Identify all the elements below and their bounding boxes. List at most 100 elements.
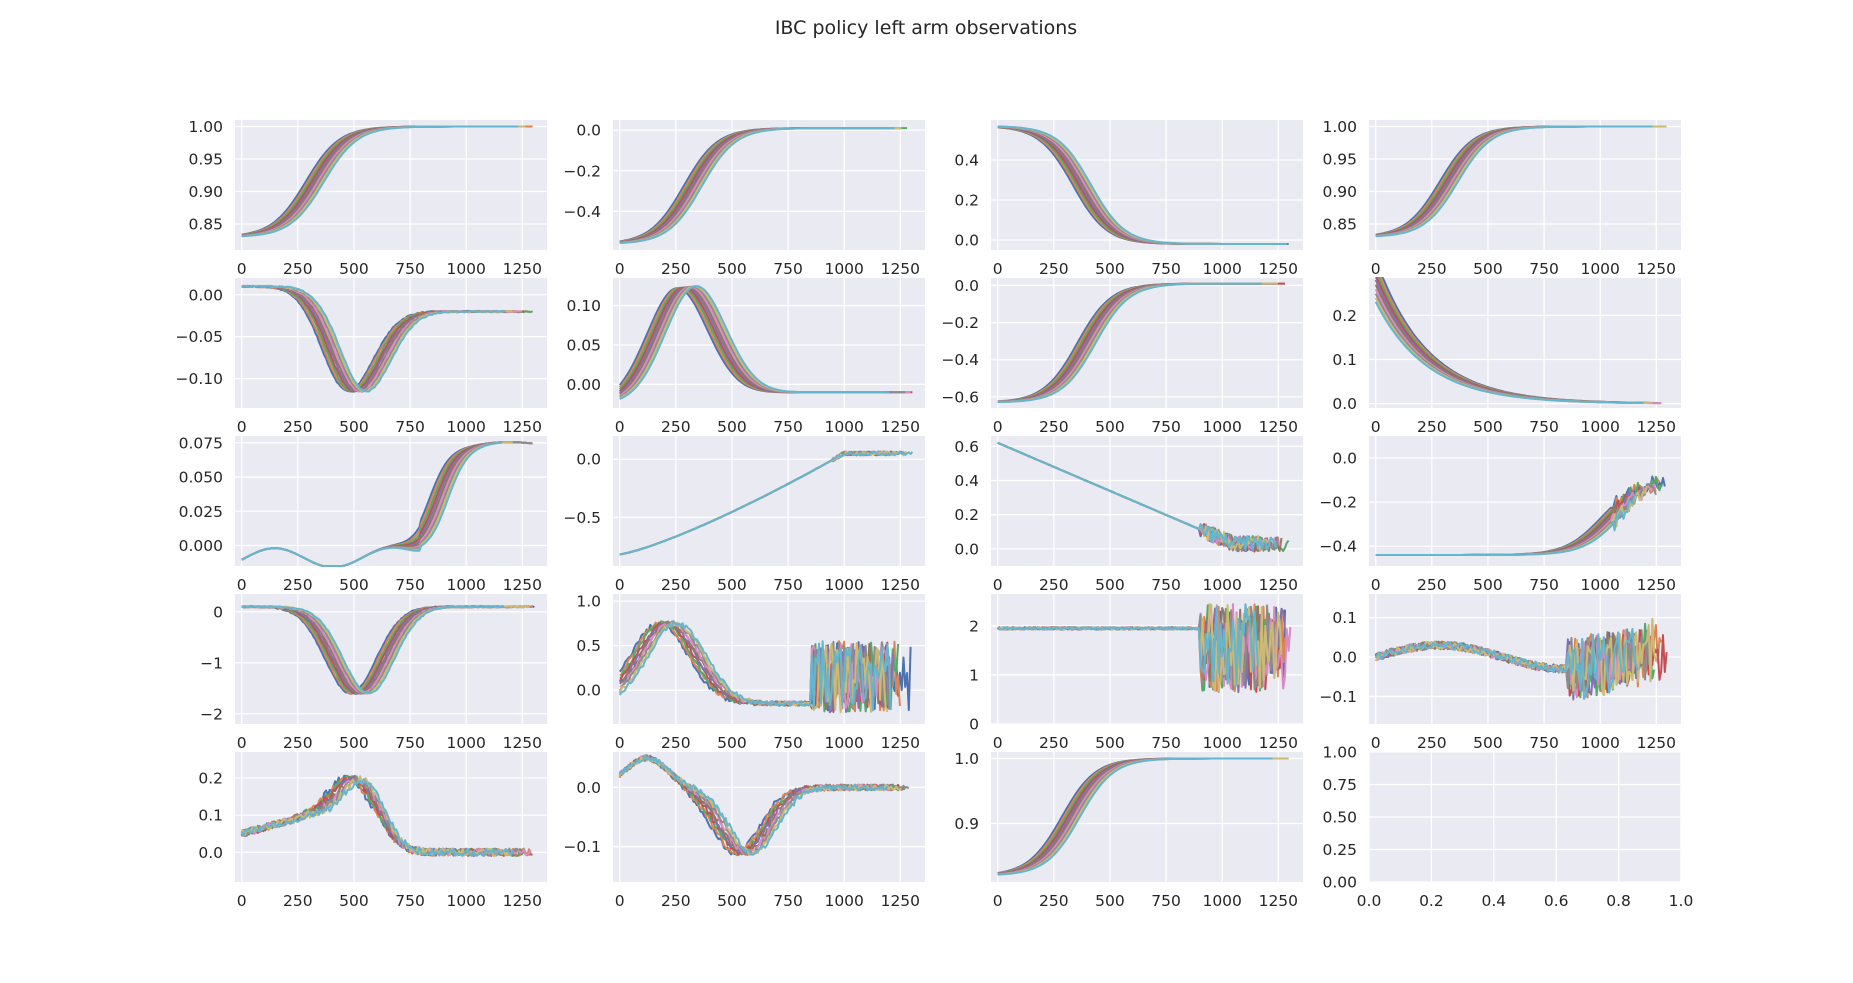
x-tick-label: 0 xyxy=(237,418,247,436)
x-tick-label: 250 xyxy=(1417,260,1447,278)
subplot-1: 0 250 500 750 1000 1250 0.85 0.90 0.95 1.00 xyxy=(188,118,547,278)
x-tick-label: 1000 xyxy=(1202,260,1241,278)
y-tick-label: 0.00 xyxy=(1322,874,1357,892)
axes-background xyxy=(613,436,925,566)
x-tick-label: 1000 xyxy=(446,892,485,910)
x-tick-label: 1250 xyxy=(1637,418,1676,436)
y-tick-label: 0 xyxy=(213,603,223,621)
y-tick-label: 0.4 xyxy=(954,472,979,490)
subplot-18: 0 250 500 750 1000 1250 −0.1 0.0 xyxy=(563,752,925,910)
x-tick-label: 750 xyxy=(395,260,425,278)
y-tick-label: 0.050 xyxy=(179,469,223,487)
series-line-10 xyxy=(241,441,503,567)
x-tick-label: 250 xyxy=(1039,418,1069,436)
x-tick-label: 1000 xyxy=(1580,734,1619,752)
x-tick-label: 1000 xyxy=(824,734,863,752)
x-tick-label: 1000 xyxy=(1580,418,1619,436)
x-tick-label: 250 xyxy=(283,892,313,910)
axes-background xyxy=(235,752,547,882)
x-tick-label: 0 xyxy=(615,260,625,278)
y-tick-label: 0.0 xyxy=(954,232,979,250)
x-tick-label: 0 xyxy=(1371,734,1381,752)
x-tick-label: 1000 xyxy=(446,418,485,436)
y-tick-label: 0.25 xyxy=(1322,841,1357,859)
y-tick-label: 0.95 xyxy=(188,151,223,169)
x-tick-label: 500 xyxy=(1473,260,1503,278)
x-tick-label: 750 xyxy=(1151,576,1181,594)
series-line-10 xyxy=(241,285,506,393)
series-line-8 xyxy=(1374,625,1654,696)
x-tick-label: 1250 xyxy=(881,892,920,910)
x-tick-label: 500 xyxy=(1473,576,1503,594)
subplot-11: 0 250 500 750 1000 1250 0.0 0.2 0.4 0.6 xyxy=(954,436,1303,594)
series-line-10 xyxy=(618,754,889,856)
x-tick-label: 1250 xyxy=(1259,418,1298,436)
series-line-10 xyxy=(619,127,895,244)
y-tick-label: 0.10 xyxy=(566,297,601,315)
x-tick-label: 1250 xyxy=(1259,260,1298,278)
y-tick-label: 0.1 xyxy=(198,807,223,825)
subplot-2: 0 250 500 750 1000 1250 −0.4 −0.2 0.0 xyxy=(563,120,925,278)
x-tick-label: 750 xyxy=(1151,892,1181,910)
series-line-10 xyxy=(997,757,1273,876)
x-tick-label: 1250 xyxy=(1637,576,1676,594)
y-tick-label: 0.4 xyxy=(954,152,979,170)
x-tick-label: 250 xyxy=(661,734,691,752)
y-tick-label: −0.4 xyxy=(563,203,601,221)
y-tick-label: −2 xyxy=(200,705,223,723)
x-tick-label: 750 xyxy=(395,734,425,752)
x-tick-label: 0 xyxy=(615,734,625,752)
x-tick-label: 750 xyxy=(773,260,803,278)
series-line-10 xyxy=(1374,301,1644,404)
y-tick-label: 0.50 xyxy=(1322,809,1357,827)
x-tick-label: 500 xyxy=(1473,418,1503,436)
x-tick-label: 1000 xyxy=(446,734,485,752)
x-tick-label: 0 xyxy=(237,734,247,752)
subplot-9: 0 250 500 750 1000 1250 0.000 0.025 0.050 0.075 xyxy=(179,434,547,594)
x-tick-label: 1000 xyxy=(824,260,863,278)
y-tick-label: −0.1 xyxy=(1319,688,1357,706)
series-line-10 xyxy=(997,282,1262,404)
subplot-20: 0.0 0.2 0.4 0.6 0.8 1.0 0.00 0.25 0.50 0.75 1.00 xyxy=(1322,744,1693,911)
subplot-19: 0 250 500 750 1000 1250 0.9 1.0 xyxy=(954,750,1303,910)
x-tick-label: 250 xyxy=(1039,892,1069,910)
x-tick-label: 500 xyxy=(1095,576,1125,594)
subplot-5: 0 250 500 750 1000 1250 −0.10 −0.05 0.00 xyxy=(176,278,547,436)
x-tick-label: 250 xyxy=(1039,576,1069,594)
x-tick-label: 500 xyxy=(717,576,747,594)
x-tick-label: 0.6 xyxy=(1544,892,1569,910)
subplot-15: 0 250 500 750 1000 1250 0 1 2 xyxy=(969,594,1303,752)
y-tick-label: 0.2 xyxy=(198,770,223,788)
x-tick-label: 500 xyxy=(717,734,747,752)
x-tick-label: 750 xyxy=(773,576,803,594)
x-tick-label: 500 xyxy=(339,892,369,910)
x-tick-label: 250 xyxy=(1039,734,1069,752)
x-tick-label: 0 xyxy=(993,734,1003,752)
x-tick-label: 0 xyxy=(993,260,1003,278)
y-tick-label: 0.95 xyxy=(1322,151,1357,169)
x-tick-label: 1000 xyxy=(824,576,863,594)
series-line-10 xyxy=(619,450,914,556)
y-tick-label: 1.0 xyxy=(576,593,601,611)
y-tick-label: 1.00 xyxy=(1322,744,1357,762)
y-tick-label: 1.00 xyxy=(1322,118,1357,136)
x-tick-label: 500 xyxy=(339,260,369,278)
x-tick-label: 500 xyxy=(339,576,369,594)
x-tick-label: 750 xyxy=(773,734,803,752)
x-tick-label: 1250 xyxy=(503,892,542,910)
series-line-7 xyxy=(241,775,532,857)
y-tick-label: 0.075 xyxy=(179,434,223,452)
y-tick-label: −0.4 xyxy=(941,351,979,369)
series-line-10 xyxy=(1374,627,1639,700)
y-tick-label: 0.0 xyxy=(1332,395,1357,413)
subplot-3: 0 250 500 750 1000 1250 0.0 0.2 0.4 xyxy=(954,120,1303,278)
x-tick-label: 500 xyxy=(1095,418,1125,436)
x-tick-label: 1250 xyxy=(503,576,542,594)
series-line-10 xyxy=(241,125,519,238)
x-tick-label: 250 xyxy=(1417,576,1447,594)
x-tick-label: 0.0 xyxy=(1357,892,1382,910)
x-tick-label: 0 xyxy=(237,892,247,910)
x-tick-label: 0 xyxy=(1371,418,1381,436)
y-tick-label: 0.5 xyxy=(576,637,601,655)
